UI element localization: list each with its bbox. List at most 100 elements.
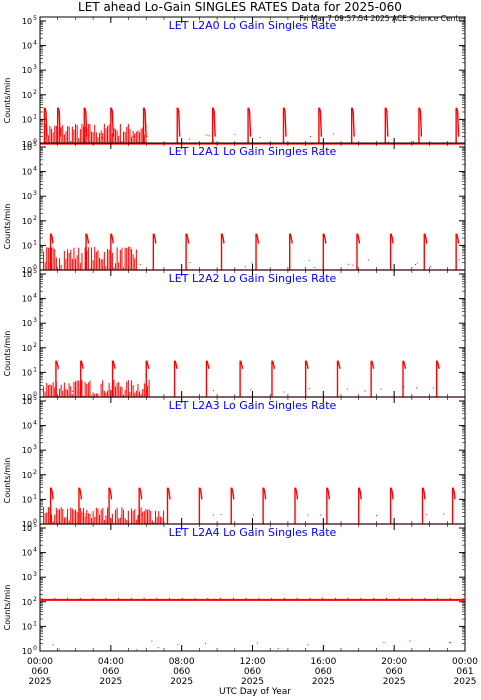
data-dot (244, 266, 246, 268)
panel-frame (39, 523, 466, 652)
y-tick-label-exponent: 3 (33, 317, 37, 324)
data-dot (320, 514, 322, 516)
y-axis-label: Counts/min (3, 585, 12, 631)
data-dot (84, 513, 86, 515)
data-dot (443, 513, 445, 515)
data-dot (388, 141, 390, 143)
y-tick-label: 10 (22, 598, 32, 607)
spike-tail (455, 107, 460, 137)
data-dot (220, 514, 222, 516)
spike-tail (370, 360, 375, 369)
data-dot (208, 135, 210, 137)
y-tick-label-exponent: 5 (33, 522, 37, 529)
spike-tail (143, 107, 147, 137)
x-tick-label-time: 12:00 (240, 657, 266, 667)
y-tick-label: 10 (22, 42, 32, 51)
spike-tail (294, 487, 299, 500)
y-axis-label: Counts/min (3, 331, 12, 377)
y-tick-label: 10 (22, 295, 32, 304)
panel-frame (39, 16, 466, 145)
spike-tail (206, 360, 210, 369)
spike-tail (455, 233, 460, 244)
spike-tail (50, 233, 54, 244)
y-tick-label-exponent: 3 (33, 571, 37, 578)
y-tick-label: 10 (22, 266, 32, 275)
data-dot (376, 515, 378, 517)
data-dot (62, 515, 64, 517)
spike-tail (385, 107, 389, 137)
x-tick-label-time: 20:00 (381, 657, 407, 667)
spike-tail (337, 360, 341, 369)
x-tick-label-doy: 060 (386, 667, 403, 677)
spike-tail (255, 233, 260, 244)
spike-tail (85, 233, 90, 244)
x-axis: 00:00060202504:00060202508:00060202512:0… (27, 657, 478, 687)
spike-tail (78, 487, 83, 500)
x-tick-label-doy: 060 (102, 667, 119, 677)
data-dot (283, 391, 285, 393)
x-axis-label: UTC Day of Year (219, 687, 291, 697)
y-tick-label-exponent: 2 (33, 89, 37, 96)
spike-tail (110, 107, 115, 137)
x-tick-label-time: 00:00 (452, 657, 478, 667)
y-tick-label-exponent: 2 (33, 215, 37, 222)
data-dot (412, 141, 414, 143)
data-dot (146, 136, 148, 138)
figure-title: LET ahead Lo-Gain SINGLES RATES Data for… (78, 0, 402, 14)
y-tick-label: 10 (22, 422, 32, 431)
y-axis-label: Counts/min (3, 458, 12, 504)
spike-tail (390, 487, 394, 500)
data-dot (414, 263, 416, 265)
y-tick-label-exponent: 4 (33, 420, 37, 427)
data-dot (309, 135, 311, 137)
x-tick-label-year: 2025 (241, 677, 264, 687)
spike-tail (57, 107, 61, 137)
spike-tail (174, 360, 178, 369)
y-tick-label: 10 (22, 66, 32, 75)
y-tick-label: 10 (22, 647, 32, 656)
data-dot (307, 514, 309, 516)
data-dot (204, 643, 206, 645)
data-dot (308, 260, 310, 262)
y-tick-label: 10 (22, 217, 32, 226)
y-tick-label: 10 (22, 397, 32, 406)
spike-tail (167, 487, 171, 500)
y-tick-label-exponent: 2 (33, 469, 37, 476)
x-tick-label-year: 2025 (312, 677, 335, 687)
spike-tail (305, 360, 309, 369)
spike-tail (247, 107, 252, 137)
y-tick-label-exponent: 3 (33, 190, 37, 197)
spike-tail (112, 360, 116, 369)
spike-tail (418, 107, 423, 137)
x-tick-label-year: 2025 (170, 677, 193, 687)
y-tick-label-exponent: 3 (33, 444, 37, 451)
y-tick-label: 10 (22, 344, 32, 353)
y-tick-label: 10 (22, 91, 32, 100)
y-tick-label: 10 (22, 241, 32, 250)
y-tick-label-exponent: 5 (33, 268, 37, 275)
y-tick-label: 10 (22, 270, 32, 279)
y-tick-label: 10 (22, 549, 32, 558)
data-dot (346, 388, 348, 390)
y-tick-label: 10 (22, 140, 32, 149)
x-tick-label-doy: 060 (31, 667, 48, 677)
x-tick-label-doy: 060 (244, 667, 261, 677)
y-axis-label: Counts/min (3, 204, 12, 250)
data-dot (448, 642, 450, 644)
data-dot (133, 135, 135, 137)
y-tick-label-exponent: 3 (33, 64, 37, 71)
y-tick-label: 10 (22, 17, 32, 26)
data-dot (332, 133, 334, 135)
spike-tail (50, 487, 54, 500)
spike-tail (351, 107, 355, 137)
y-tick-label: 10 (22, 368, 32, 377)
x-tick-label-time: 08:00 (169, 657, 195, 667)
spike-tail (221, 233, 225, 244)
data-dot (277, 647, 279, 649)
data-dot (308, 388, 310, 390)
y-tick-label-exponent: 4 (33, 166, 37, 173)
x-tick-label-time: 16:00 (310, 657, 336, 667)
data-dot (380, 388, 382, 390)
